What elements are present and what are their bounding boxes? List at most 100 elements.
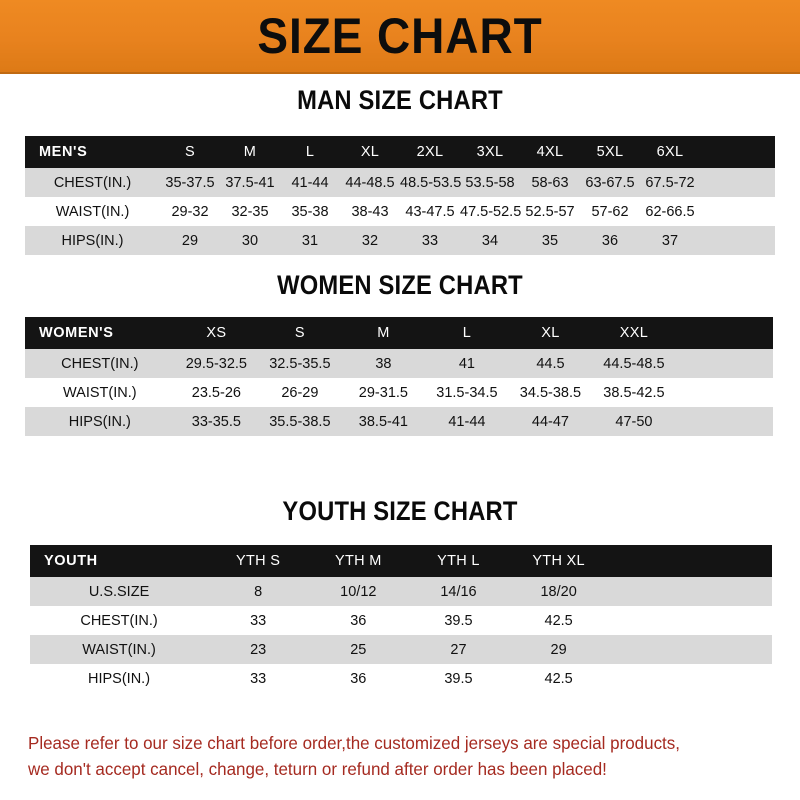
women-size-column-header: XS [174, 317, 259, 349]
men-size-column-header: 2XL [400, 136, 460, 168]
measurement-cell: 34 [460, 226, 520, 255]
row-spacer [700, 168, 775, 197]
measurement-cell: 44.5 [508, 349, 593, 378]
row-spacer [608, 635, 772, 664]
youth-header-spacer [608, 545, 772, 577]
measurement-cell: 10/12 [308, 577, 409, 606]
youth-section-title: YOUTH SIZE CHART [282, 496, 518, 526]
measurement-cell: 32 [340, 226, 400, 255]
youth-size-column-header: YTH L [408, 545, 509, 577]
measurement-cell: 47-50 [592, 407, 676, 436]
men-header-label: MEN'S [25, 136, 160, 168]
measurement-cell: 35-38 [280, 197, 340, 226]
measurement-cell: 47.5-52.5 [460, 197, 521, 226]
measurement-cell: 37 [640, 226, 700, 255]
measurement-cell: 44-48.5 [340, 168, 400, 197]
table-row: CHEST(IN.) 33 36 39.5 42.5 [30, 606, 772, 635]
row-label: CHEST(IN.) [30, 606, 209, 635]
measurement-cell: 8 [208, 577, 309, 606]
page-banner: SIZE CHART [0, 0, 800, 74]
women-size-column-header: S [258, 317, 342, 349]
table-row: HIPS(IN.) 29 30 31 32 33 34 35 36 37 [25, 226, 775, 255]
men-size-table: MEN'S S M L XL 2XL 3XL 4XL 5XL 6XL CHEST(IN.) 35-37… [25, 136, 775, 255]
measurement-cell: 63-67.5 [580, 168, 640, 197]
women-size-column-header: M [341, 317, 426, 349]
measurement-cell: 27 [408, 635, 509, 664]
measurement-cell: 23.5-26 [174, 378, 259, 407]
men-size-column-header: M [220, 136, 280, 168]
women-header-label: WOMEN'S [25, 317, 175, 349]
measurement-cell: 38.5-41 [341, 407, 426, 436]
row-label: HIPS(IN.) [25, 407, 175, 436]
row-spacer [675, 349, 773, 378]
men-size-column-header: 4XL [520, 136, 580, 168]
measurement-cell: 25 [308, 635, 409, 664]
men-size-column-header: L [280, 136, 340, 168]
measurement-cell: 33 [400, 226, 460, 255]
row-label: WAIST(IN.) [25, 378, 175, 407]
measurement-cell: 44.5-48.5 [592, 349, 676, 378]
measurement-cell: 48.5-53.5 [400, 168, 461, 197]
women-table-header-row: WOMEN'S XS S M L XL XXL [25, 317, 773, 349]
men-table-header-row: MEN'S S M L XL 2XL 3XL 4XL 5XL 6XL [25, 136, 775, 168]
order-policy-line-1: Please refer to our size chart before or… [28, 733, 680, 753]
row-label: CHEST(IN.) [25, 349, 175, 378]
measurement-cell: 37.5-41 [220, 168, 280, 197]
measurement-cell: 52.5-57 [520, 197, 580, 226]
measurement-cell: 38 [341, 349, 426, 378]
measurement-cell: 34.5-38.5 [508, 378, 593, 407]
measurement-cell: 42.5 [508, 664, 609, 693]
men-size-column-header: 5XL [580, 136, 640, 168]
measurement-cell: 29 [508, 635, 609, 664]
table-row: WAIST(IN.) 23.5-26 26-29 29-31.5 31.5-34.5 34… [25, 378, 773, 407]
youth-size-column-header: YTH S [208, 545, 309, 577]
youth-header-label: YOUTH [30, 545, 209, 577]
measurement-cell: 41 [425, 349, 509, 378]
row-spacer [700, 226, 775, 255]
measurement-cell: 36 [308, 664, 409, 693]
youth-size-table: YOUTH YTH S YTH M YTH L YTH XL U.S.SIZE 8 10/12… [30, 545, 772, 693]
table-row: U.S.SIZE 8 10/12 14/16 18/20 [30, 577, 772, 606]
row-label: HIPS(IN.) [30, 664, 209, 693]
row-spacer [608, 577, 772, 606]
row-label: CHEST(IN.) [25, 168, 160, 197]
measurement-cell: 62-66.5 [640, 197, 700, 226]
measurement-cell: 53.5-58 [460, 168, 520, 197]
row-spacer [675, 378, 773, 407]
men-size-column-header: 3XL [460, 136, 520, 168]
measurement-cell: 29.5-32.5 [174, 349, 259, 378]
row-spacer [700, 197, 775, 226]
measurement-cell: 39.5 [408, 664, 509, 693]
men-size-column-header: XL [340, 136, 400, 168]
measurement-cell: 33 [208, 664, 309, 693]
order-policy-line-2: we don't accept cancel, change, teturn o… [28, 759, 607, 779]
measurement-cell: 35.5-38.5 [258, 407, 342, 436]
measurement-cell: 29-32 [160, 197, 220, 226]
table-row: CHEST(IN.) 29.5-32.5 32.5-35.5 38 41 44.5 44.5… [25, 349, 773, 378]
measurement-cell: 38.5-42.5 [592, 378, 676, 407]
measurement-cell: 67.5-72 [640, 168, 700, 197]
order-policy-note: Please refer to our size chart before or… [28, 730, 757, 782]
women-section-title: WOMEN SIZE CHART [277, 270, 523, 300]
row-label: WAIST(IN.) [25, 197, 160, 226]
men-header-spacer [700, 136, 775, 168]
table-row: WAIST(IN.) 29-32 32-35 35-38 38-43 43-47.5 47.… [25, 197, 775, 226]
measurement-cell: 32.5-35.5 [258, 349, 342, 378]
men-size-column-header: 6XL [640, 136, 700, 168]
measurement-cell: 57-62 [580, 197, 640, 226]
measurement-cell: 33 [208, 606, 309, 635]
row-spacer [608, 664, 772, 693]
row-label: HIPS(IN.) [25, 226, 160, 255]
youth-table-header-row: YOUTH YTH S YTH M YTH L YTH XL [30, 545, 772, 577]
women-size-column-header: L [425, 317, 509, 349]
men-size-column-header: S [160, 136, 220, 168]
measurement-cell: 41-44 [280, 168, 340, 197]
table-row: HIPS(IN.) 33 36 39.5 42.5 [30, 664, 772, 693]
row-label: U.S.SIZE [30, 577, 209, 606]
youth-size-column-header: YTH M [308, 545, 409, 577]
measurement-cell: 36 [308, 606, 409, 635]
measurement-cell: 31 [280, 226, 340, 255]
measurement-cell: 58-63 [520, 168, 580, 197]
measurement-cell: 38-43 [340, 197, 400, 226]
